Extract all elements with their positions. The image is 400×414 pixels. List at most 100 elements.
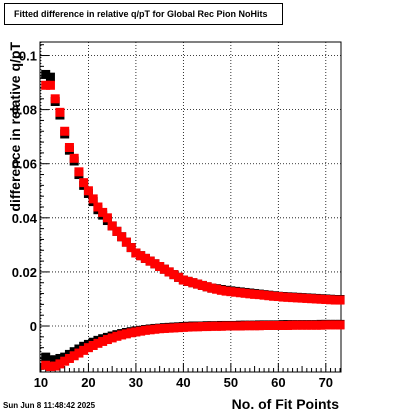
data-point [79,178,89,188]
data-point [183,276,193,286]
data-point [240,288,250,298]
data-point [235,321,245,331]
data-point [197,280,207,290]
data-point [326,320,336,330]
data-point [202,282,212,292]
data-point [131,327,141,337]
data-point [226,287,236,297]
data-point [83,343,93,353]
data-point [140,325,150,335]
data-point [316,320,326,330]
data-point [45,80,55,90]
data-point [41,352,51,362]
data-point [169,323,179,333]
x-tick-label: 30 [129,375,143,390]
data-point [117,232,127,242]
data-point [126,328,136,338]
data-point [288,320,298,330]
data-point [207,321,217,331]
data-point [145,325,155,335]
data-point [245,289,255,299]
data-point [231,321,241,331]
data-point [221,286,231,296]
x-tick-label: 70 [319,375,333,390]
data-point [50,94,60,104]
data-point [259,290,269,300]
y-tick-label: 0.02 [12,265,37,280]
data-point [93,338,103,348]
data-point [335,295,345,305]
data-point [307,320,317,330]
data-point [197,322,207,332]
data-point [74,167,84,177]
data-point [159,323,169,333]
data-point [207,283,217,293]
data-point [112,331,122,341]
data-point [250,321,260,331]
data-point [311,320,321,330]
data-point [41,360,51,370]
data-point [193,279,203,289]
data-point [140,253,150,263]
data-point [93,202,103,212]
data-point [193,322,203,332]
data-point [155,324,165,334]
x-tick-label: 50 [224,375,238,390]
data-point [212,321,222,331]
data-point [60,356,70,366]
data-point [98,336,108,346]
data-point [69,351,79,361]
y-tick-label: 0 [30,319,37,334]
data-point [202,322,212,332]
data-point [188,322,198,332]
data-point [164,267,174,277]
data-point [264,320,274,330]
y-tick-label: 0.06 [12,157,37,172]
data-point [98,207,108,217]
data-point [245,321,255,331]
data-point [288,293,298,303]
data-point [45,362,55,372]
data-point [188,278,198,288]
data-point [41,69,51,79]
y-tick-label: 0.08 [12,103,37,118]
data-point [126,243,136,253]
y-tick-label: 0.04 [12,211,38,226]
data-point [112,226,122,236]
data-point [254,290,264,300]
data-point [231,287,241,297]
data-point [169,270,179,280]
data-point [55,359,65,369]
data-point [183,322,193,332]
data-point [221,321,231,331]
x-tick-label: 10 [34,375,48,390]
data-point [74,348,84,358]
data-point [235,288,245,298]
data-point [283,292,293,302]
data-point [50,361,60,371]
data-point [83,186,93,196]
data-point [259,320,269,330]
data-point [278,292,288,302]
data-point [174,272,184,282]
data-point [283,320,293,330]
data-point [41,80,51,90]
data-point [212,284,222,294]
data-point [107,221,117,231]
data-point [88,194,98,204]
x-axis-title: No. of Fit Points [232,396,340,412]
data-point [55,353,65,363]
data-point [273,320,283,330]
x-tick-label: 40 [176,375,190,390]
data-point [269,291,279,301]
data-point [297,320,307,330]
data-point [321,320,331,330]
data-point [216,321,226,331]
data-point [297,293,307,303]
y-tick-label: 0.1 [19,49,37,64]
data-point [64,142,74,152]
data-point [330,320,340,330]
data-point [145,256,155,266]
data-point [45,72,55,82]
